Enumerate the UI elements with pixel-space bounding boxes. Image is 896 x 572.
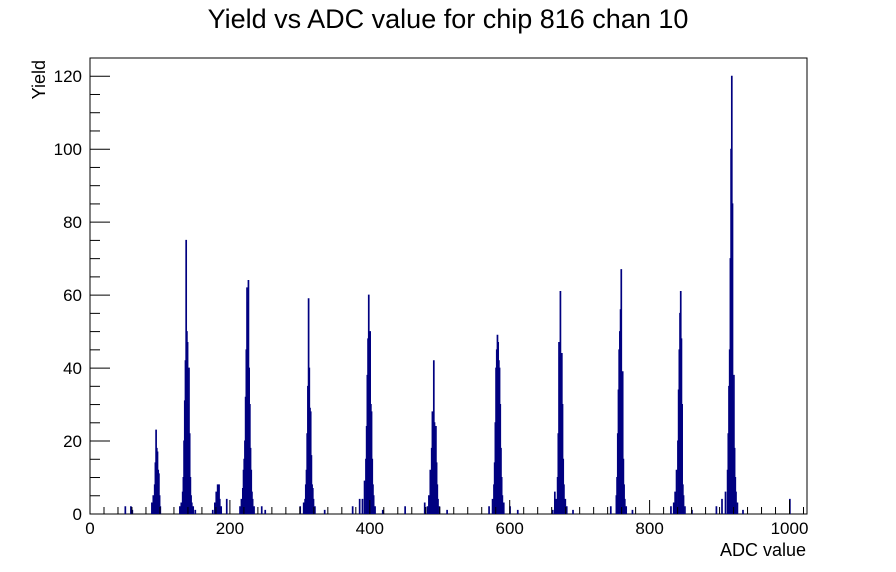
histogram-bin bbox=[428, 495, 430, 514]
histogram-bin bbox=[491, 498, 494, 514]
histogram-bin bbox=[225, 498, 228, 514]
histogram-bin bbox=[260, 506, 263, 514]
histogram-bin bbox=[372, 495, 375, 514]
histogram-bin bbox=[620, 269, 623, 514]
histogram-bin bbox=[625, 506, 628, 514]
x-axis-label: ADC value bbox=[720, 540, 806, 560]
y-tick-label: 60 bbox=[63, 286, 82, 305]
histogram-bin bbox=[192, 506, 195, 514]
histogram-bin bbox=[733, 374, 735, 514]
y-tick-label: 0 bbox=[73, 505, 82, 524]
x-tick-label: 200 bbox=[216, 519, 244, 538]
histogram-bin bbox=[180, 502, 183, 514]
histogram-bin bbox=[675, 469, 678, 514]
histogram-bin bbox=[404, 506, 406, 514]
histogram-bin bbox=[314, 506, 316, 514]
histogram-bin bbox=[361, 498, 364, 514]
histogram-bin bbox=[724, 491, 727, 514]
histogram-bin bbox=[158, 473, 160, 514]
histogram-bin bbox=[190, 502, 193, 514]
histogram-bin bbox=[214, 502, 216, 514]
histogram-bin bbox=[715, 506, 718, 514]
histogram-bin bbox=[323, 509, 326, 514]
histogram-bin bbox=[674, 491, 676, 514]
histogram-bin bbox=[381, 509, 384, 514]
y-tick-label: 100 bbox=[54, 140, 82, 159]
histogram-bin bbox=[731, 203, 734, 514]
histogram-bin bbox=[572, 509, 574, 514]
histogram-bin bbox=[488, 506, 490, 514]
histogram-bin bbox=[502, 502, 505, 514]
histogram-bin bbox=[437, 498, 439, 514]
histogram-bin bbox=[358, 498, 361, 514]
histogram-bin bbox=[735, 491, 737, 514]
x-tick-label: 400 bbox=[356, 519, 384, 538]
histogram-bin bbox=[429, 469, 432, 514]
histogram-bin bbox=[553, 491, 556, 514]
histogram-bin bbox=[239, 506, 241, 514]
histogram-bin bbox=[742, 509, 744, 514]
histogram-bin bbox=[551, 509, 554, 514]
x-tick-label: 0 bbox=[85, 519, 94, 538]
histogram-bin bbox=[374, 506, 376, 514]
histogram-bin bbox=[179, 506, 181, 514]
histogram-bin bbox=[516, 509, 519, 514]
histogram-bin bbox=[351, 506, 354, 514]
x-tick-label: 600 bbox=[496, 519, 524, 538]
histogram-bin bbox=[563, 484, 565, 514]
histogram-bin bbox=[555, 498, 558, 514]
y-axis: 0 20 40 60 80 100 120 bbox=[54, 57, 110, 524]
histogram-bin bbox=[564, 498, 567, 514]
histogram-bin bbox=[312, 498, 315, 514]
histogram-bin bbox=[211, 509, 214, 514]
histogram-bin bbox=[670, 506, 672, 514]
histogram-bin bbox=[251, 498, 254, 514]
histogram-bin bbox=[218, 498, 221, 514]
histogram-bin bbox=[158, 495, 161, 514]
histogram-bin bbox=[240, 498, 243, 514]
histogram-bin bbox=[363, 480, 366, 514]
chart-title: Yield vs ADC value for chip 816 chan 10 bbox=[208, 4, 689, 34]
histogram-bin bbox=[721, 498, 723, 514]
histogram-bin bbox=[681, 404, 683, 514]
x-tick-label: 1000 bbox=[771, 519, 809, 538]
y-tick-label: 80 bbox=[63, 213, 82, 232]
histogram-bin bbox=[423, 502, 426, 514]
histogram-bin bbox=[446, 509, 448, 514]
histogram-bin bbox=[264, 509, 267, 514]
histogram-bins bbox=[124, 75, 791, 514]
histogram-bin bbox=[151, 502, 153, 514]
histogram-bin bbox=[682, 495, 685, 514]
histogram-bin bbox=[631, 509, 634, 514]
histogram-bin bbox=[426, 506, 429, 514]
histogram-bin bbox=[194, 509, 197, 514]
histogram-bin bbox=[253, 506, 255, 514]
histogram-bin bbox=[130, 506, 132, 514]
x-axis: 0 200 400 600 800 1000 bbox=[85, 500, 808, 538]
histogram-bin bbox=[220, 506, 223, 514]
y-axis-label: Yield bbox=[29, 60, 49, 99]
y-tick-label: 20 bbox=[63, 432, 82, 451]
x-tick-label: 800 bbox=[635, 519, 663, 538]
histogram-bin bbox=[609, 506, 612, 514]
histogram-bin bbox=[621, 371, 624, 514]
histogram-bin bbox=[684, 506, 686, 514]
histogram-bin bbox=[736, 502, 739, 514]
histogram-bin bbox=[124, 506, 127, 514]
histogram-bin bbox=[302, 502, 305, 514]
histogram-bin bbox=[188, 433, 191, 514]
y-tick-label: 120 bbox=[54, 67, 82, 86]
histogram-bin bbox=[623, 498, 626, 514]
histogram-bin bbox=[672, 502, 675, 514]
plot-frame bbox=[89, 57, 808, 515]
histogram-bin bbox=[565, 506, 568, 514]
y-tick-label: 40 bbox=[63, 359, 82, 378]
histogram-bin bbox=[501, 495, 504, 514]
